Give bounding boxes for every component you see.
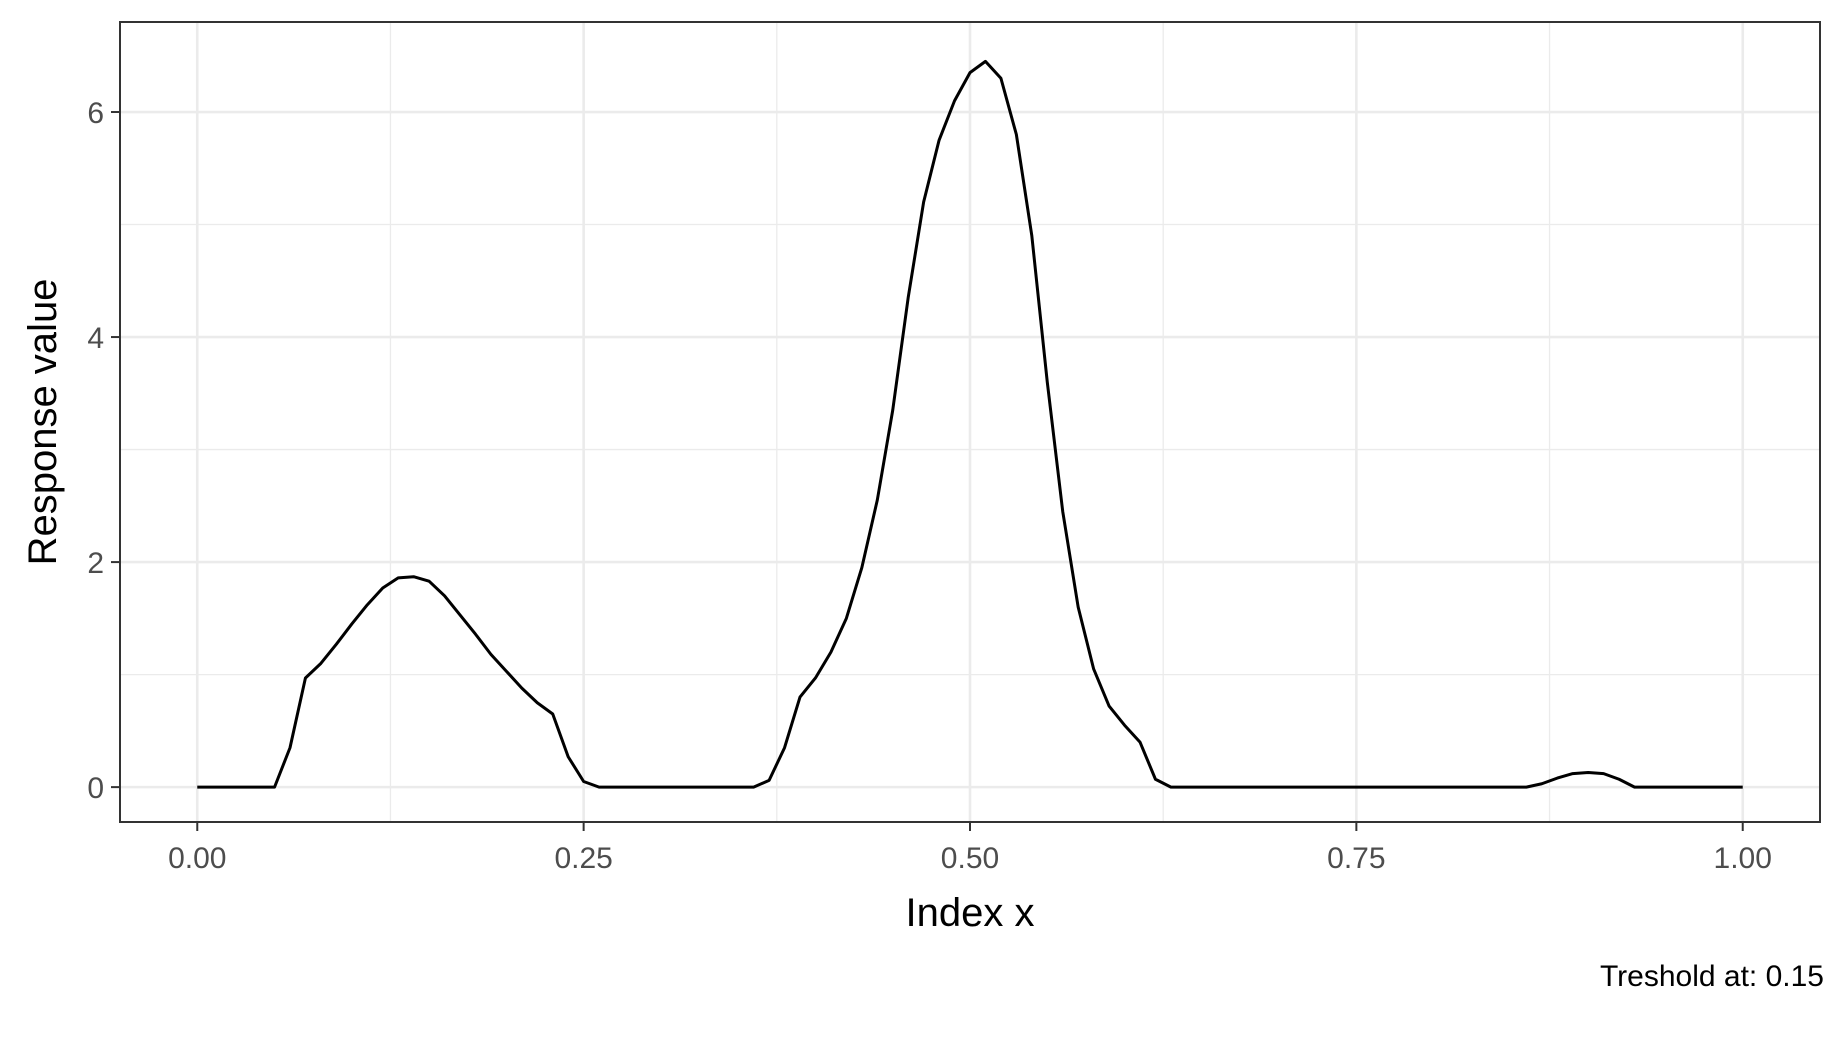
series-line — [197, 59, 1743, 789]
y-axis-ticks: 0 2 4 6 — [87, 97, 120, 805]
x-tick-label: 0.75 — [1327, 842, 1385, 875]
x-tick-label: 0.25 — [554, 842, 612, 875]
y-axis-title: Response value — [21, 279, 65, 566]
y-tick-label: 4 — [87, 322, 104, 355]
major-grid — [120, 22, 1820, 822]
x-tick-label: 0.00 — [168, 842, 226, 875]
x-tick-label: 1.00 — [1714, 842, 1772, 875]
y-tick-label: 0 — [87, 772, 104, 805]
x-axis-title: Index x — [906, 891, 1035, 935]
y-tick-label: 6 — [87, 97, 104, 130]
y-tick-label: 2 — [87, 547, 104, 580]
x-tick-label: 0.50 — [941, 842, 999, 875]
x-axis-ticks: 0.00 0.25 0.50 0.75 1.00 — [168, 822, 1772, 875]
threshold-caption: Treshold at: 0.15 — [1600, 960, 1824, 993]
